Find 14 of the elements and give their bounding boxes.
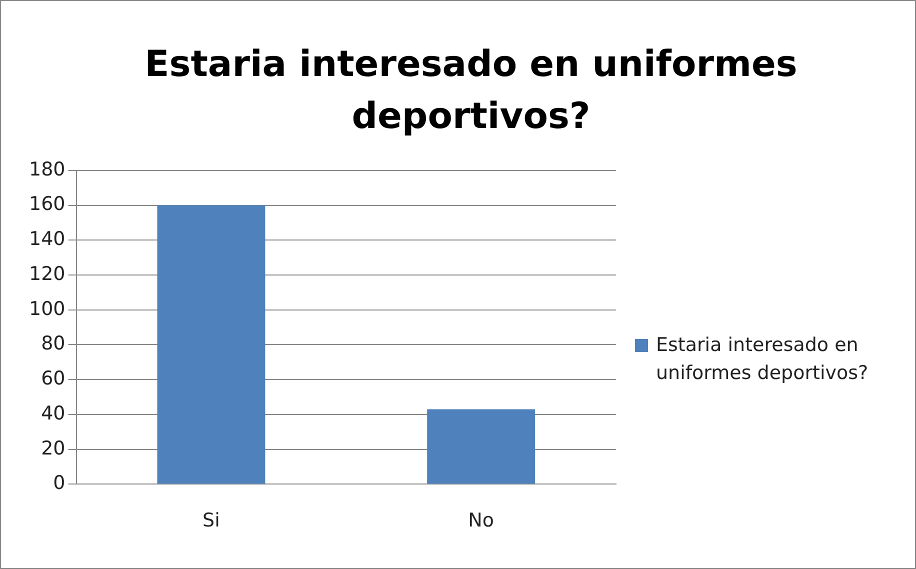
y-tick-label: 180 xyxy=(29,158,66,180)
y-tick-label: 160 xyxy=(29,193,66,216)
y-tick-label: 120 xyxy=(29,262,66,285)
y-tick-label: 0 xyxy=(53,472,66,494)
y-tick-label: 20 xyxy=(41,437,66,460)
y-tick-label: 140 xyxy=(29,228,66,250)
chart-title: Estaria interesado en uniformes deportivos? xyxy=(144,43,798,139)
legend-label: Estaria interesado en uniformes deportivos? xyxy=(656,333,870,386)
x-tick-label: Si xyxy=(202,510,220,532)
y-tick-label: 60 xyxy=(41,368,66,390)
y-tick-label: 100 xyxy=(29,298,66,320)
y-tick-label: 80 xyxy=(41,332,66,355)
x-tick-label: No xyxy=(468,510,494,532)
y-tick-label: 40 xyxy=(41,402,66,424)
